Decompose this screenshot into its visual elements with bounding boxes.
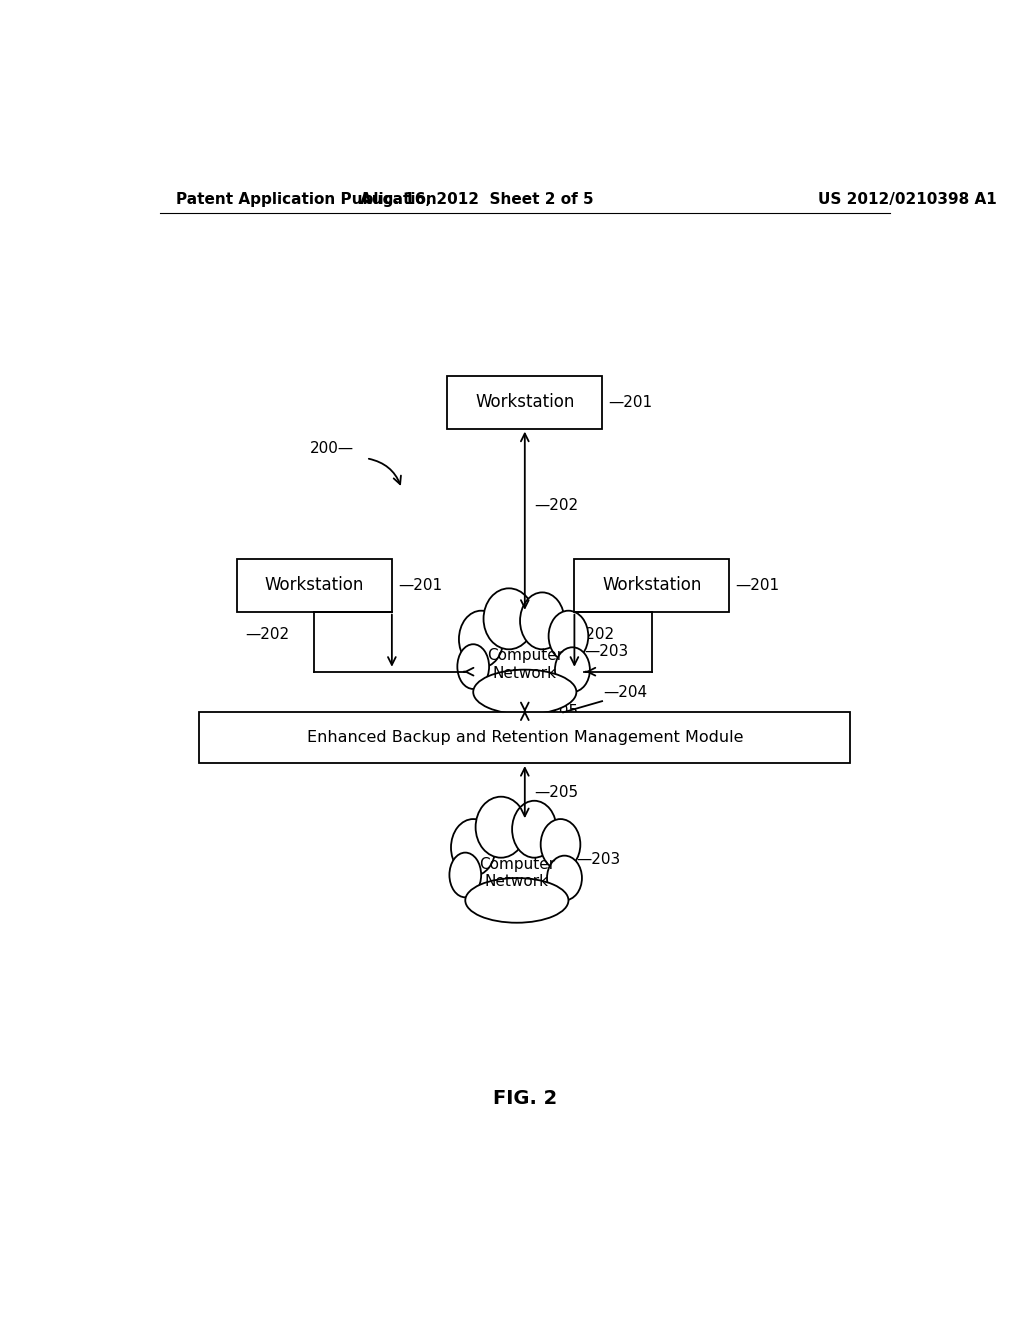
Text: —203: —203 bbox=[577, 853, 621, 867]
Ellipse shape bbox=[483, 589, 535, 649]
Ellipse shape bbox=[547, 855, 582, 900]
Text: US 2012/0210398 A1: US 2012/0210398 A1 bbox=[818, 191, 997, 206]
Text: Workstation: Workstation bbox=[602, 577, 701, 594]
Text: Patent Application Publication: Patent Application Publication bbox=[176, 191, 436, 206]
Text: —205: —205 bbox=[535, 784, 579, 800]
Text: Computer
Network: Computer Network bbox=[479, 857, 555, 890]
Text: —203: —203 bbox=[585, 644, 629, 659]
Text: —201: —201 bbox=[398, 578, 442, 593]
Text: —202: —202 bbox=[535, 498, 579, 513]
Ellipse shape bbox=[475, 797, 526, 858]
FancyBboxPatch shape bbox=[447, 376, 602, 429]
Ellipse shape bbox=[549, 611, 589, 661]
FancyBboxPatch shape bbox=[574, 558, 729, 611]
Ellipse shape bbox=[465, 878, 568, 923]
Text: —202: —202 bbox=[245, 627, 289, 642]
FancyBboxPatch shape bbox=[200, 713, 850, 763]
Text: 200—: 200— bbox=[310, 441, 354, 455]
Text: Computer
Network: Computer Network bbox=[486, 648, 563, 681]
Text: Enhanced Backup and Retention Management Module: Enhanced Backup and Retention Management… bbox=[306, 730, 743, 746]
Ellipse shape bbox=[451, 818, 496, 876]
Ellipse shape bbox=[473, 669, 577, 714]
Text: FIG. 2: FIG. 2 bbox=[493, 1089, 557, 1107]
Ellipse shape bbox=[463, 614, 587, 710]
Ellipse shape bbox=[541, 818, 581, 870]
Text: —204: —204 bbox=[603, 685, 647, 700]
Ellipse shape bbox=[512, 801, 557, 858]
Ellipse shape bbox=[555, 647, 590, 692]
Ellipse shape bbox=[456, 821, 579, 919]
Text: Workstation: Workstation bbox=[265, 577, 365, 594]
Text: Aug. 16, 2012  Sheet 2 of 5: Aug. 16, 2012 Sheet 2 of 5 bbox=[360, 191, 594, 206]
Text: —201: —201 bbox=[735, 578, 779, 593]
FancyBboxPatch shape bbox=[238, 558, 392, 611]
FancyArrowPatch shape bbox=[369, 459, 401, 484]
Text: —205: —205 bbox=[535, 704, 579, 719]
Text: —202: —202 bbox=[570, 627, 614, 642]
Text: —201: —201 bbox=[608, 395, 652, 409]
Ellipse shape bbox=[459, 611, 504, 668]
Ellipse shape bbox=[458, 644, 489, 689]
Ellipse shape bbox=[520, 593, 564, 649]
Ellipse shape bbox=[450, 853, 481, 898]
Text: Workstation: Workstation bbox=[475, 393, 574, 412]
